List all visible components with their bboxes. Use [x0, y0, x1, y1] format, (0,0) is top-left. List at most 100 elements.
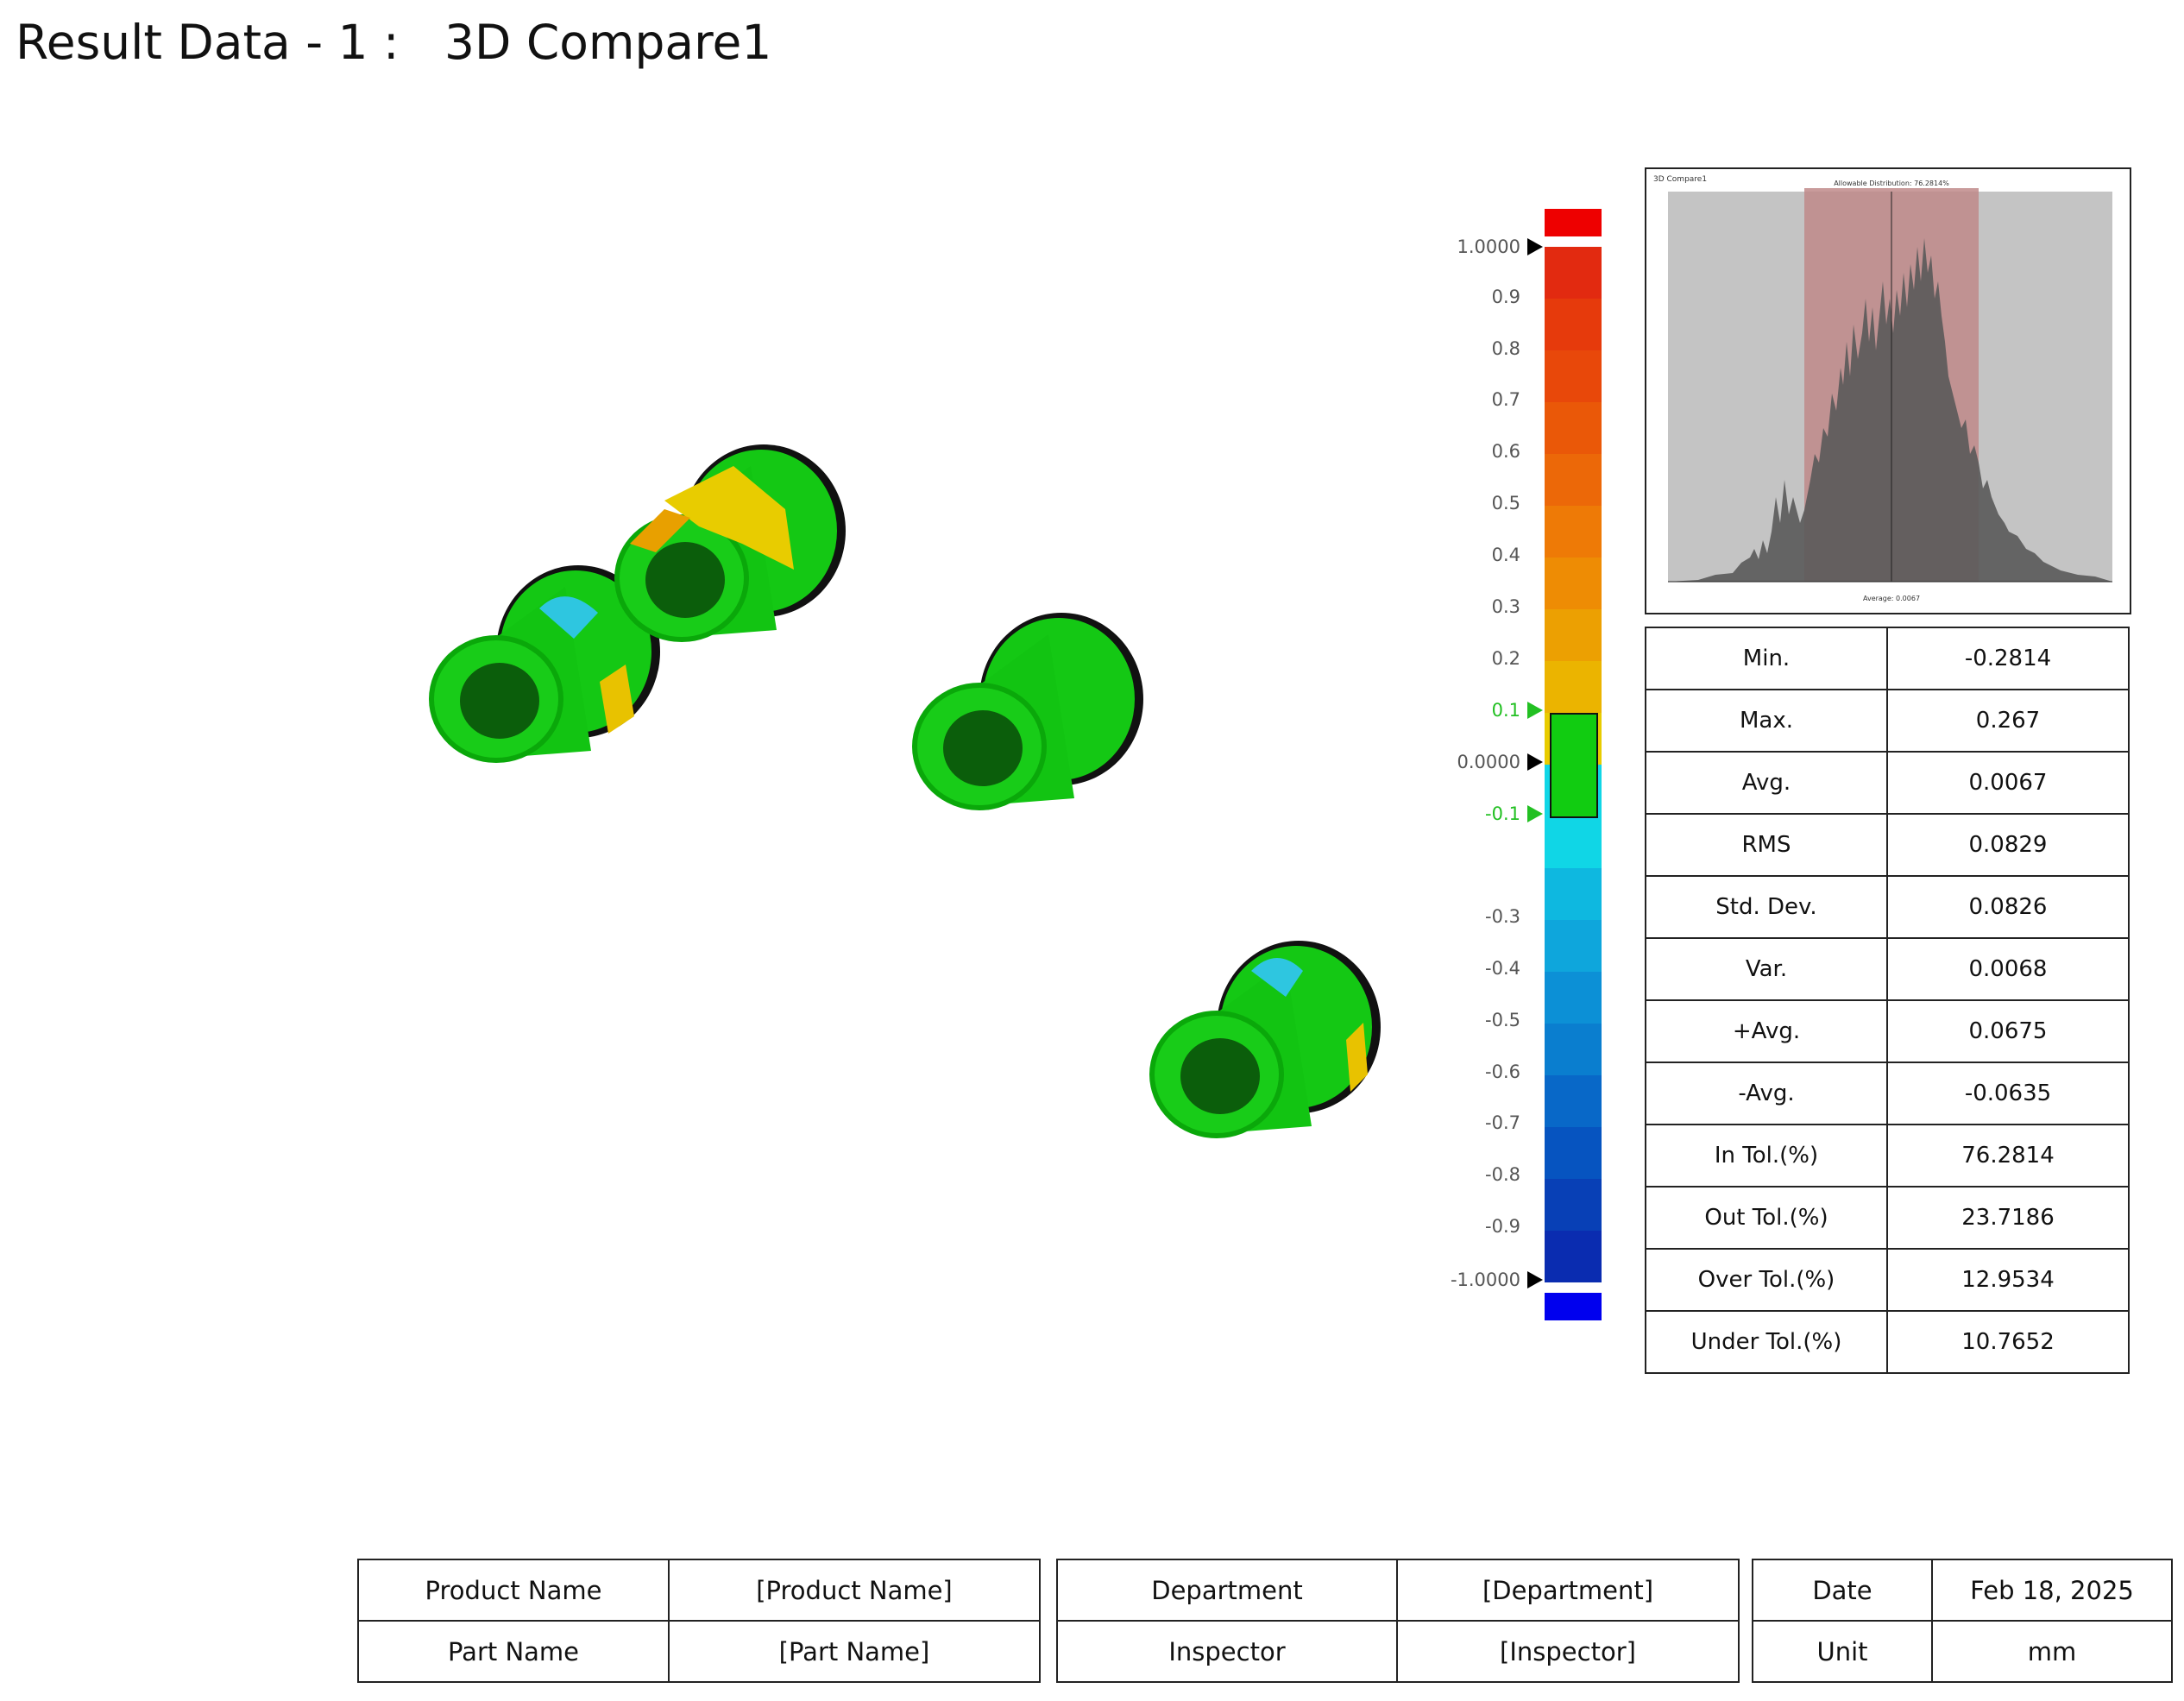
legend-color-segment [1545, 247, 1602, 299]
color-legend-bar [1545, 207, 1602, 1320]
deviation-patch-cyan [539, 596, 598, 639]
stat-label: Max. [1645, 689, 1888, 753]
deviation-patch-yellow [664, 466, 794, 570]
stat-value: 0.0826 [1886, 875, 2130, 939]
stats-row: Max. 0.267 [1645, 689, 2130, 753]
tolerance-marker-arrow[interactable] [1527, 1271, 1543, 1288]
legend-color-segment [1545, 609, 1602, 661]
date-value[interactable]: Feb 18, 2025 [1931, 1559, 2173, 1622]
stat-value: 0.0829 [1886, 813, 2130, 877]
legend-color-segment [1545, 1179, 1602, 1231]
3d-model-viewport[interactable] [328, 414, 1415, 1174]
unit-value[interactable]: mm [1931, 1620, 2173, 1683]
legend-tick-label: 1.0000 [1457, 236, 1520, 257]
stat-label: RMS [1645, 813, 1888, 877]
department-value[interactable]: [Department] [1396, 1559, 1740, 1622]
product-name-value[interactable]: [Product Name] [668, 1559, 1041, 1622]
stats-row: +Avg. 0.0675 [1645, 999, 2130, 1063]
legend-tick-label: 0.0000 [1457, 752, 1520, 772]
stat-value: 76.2814 [1886, 1124, 2130, 1188]
legend-color-segment [1545, 661, 1602, 713]
stat-value: 0.0675 [1886, 999, 2130, 1063]
stat-label: +Avg. [1645, 999, 1888, 1063]
stat-label: Avg. [1645, 751, 1888, 815]
legend-tick-label: 0.9 [1491, 287, 1520, 307]
stats-row: RMS 0.0829 [1645, 813, 2130, 877]
stats-row: Under Tol.(%) 10.7652 [1645, 1310, 2130, 1374]
legend-tick-label: -0.9 [1485, 1216, 1520, 1237]
tolerance-marker-arrow[interactable] [1527, 238, 1543, 255]
bushing-part-2[interactable] [614, 444, 846, 642]
legend-tick-label: 0.5 [1491, 493, 1520, 513]
histogram-footer: Average: 0.0067 [1863, 595, 1920, 602]
product-info-table: Product Name [Product Name] Part Name [P… [357, 1559, 1041, 1683]
stat-label: In Tol.(%) [1645, 1124, 1888, 1188]
deviation-patch-yellow [600, 665, 634, 734]
stats-row: Var. 0.0068 [1645, 937, 2130, 1001]
stat-value: 10.7652 [1886, 1310, 2130, 1374]
bushing-part-3[interactable] [912, 613, 1143, 810]
date-unit-table: Date Feb 18, 2025 Unit mm [1752, 1559, 2173, 1683]
tolerance-marker-arrow[interactable] [1527, 702, 1543, 719]
stats-row: Out Tol.(%) 23.7186 [1645, 1186, 2130, 1250]
legend-tick-label: -0.6 [1485, 1062, 1520, 1082]
bushing-part-4[interactable] [1149, 941, 1381, 1138]
deviation-patch-yellow [1346, 1023, 1368, 1092]
legend-tick-label: -0.1 [1485, 803, 1520, 824]
tolerance-marker-arrow[interactable] [1527, 805, 1543, 822]
legend-tick-label: 0.8 [1491, 338, 1520, 359]
legend-tick-label: -0.5 [1485, 1010, 1520, 1030]
legend-color-segment [1545, 299, 1602, 350]
bushing-part-1[interactable] [429, 565, 660, 763]
legend-tick-label: -0.4 [1485, 958, 1520, 979]
stat-value: 0.267 [1886, 689, 2130, 753]
unit-label: Unit [1752, 1620, 1933, 1683]
stat-value: -0.0635 [1886, 1062, 2130, 1125]
histogram-subtitle: Allowable Distribution: 76.2814% [1834, 180, 1949, 187]
stats-row: Over Tol.(%) 12.9534 [1645, 1248, 2130, 1312]
part-name-value[interactable]: [Part Name] [668, 1620, 1041, 1683]
page-title: Result Data - 1 : 3D Compare1 [16, 15, 772, 70]
legend-color-segment [1545, 506, 1602, 558]
stats-row: Std. Dev. 0.0826 [1645, 875, 2130, 939]
legend-tick-label: 0.2 [1491, 648, 1520, 669]
legend-color-segment [1545, 868, 1602, 920]
histogram-header: 3D Compare1 [1653, 175, 1707, 184]
part-name-label: Part Name [357, 1620, 670, 1683]
stat-label: -Avg. [1645, 1062, 1888, 1125]
legend-color-segment [1545, 1075, 1602, 1127]
stat-label: Under Tol.(%) [1645, 1310, 1888, 1374]
legend-tick-label: 0.3 [1491, 596, 1520, 617]
legend-color-segment [1545, 454, 1602, 506]
legend-color-segment [1545, 920, 1602, 972]
stat-label: Out Tol.(%) [1645, 1186, 1888, 1250]
over-tolerance-cap [1545, 209, 1602, 236]
legend-color-segment [1545, 402, 1602, 454]
legend-color-segment [1545, 816, 1602, 868]
legend-tick-label: -0.3 [1485, 906, 1520, 927]
tolerance-zone [1550, 713, 1598, 818]
statistics-table: Min. -0.2814 Max. 0.267 Avg. 0.0067 RMS 0.0829 S… [1645, 627, 2130, 1374]
date-label: Date [1752, 1559, 1933, 1622]
legend-color-segment [1545, 1024, 1602, 1075]
legend-color-segment [1545, 558, 1602, 609]
deviation-histogram: 3D Compare1 Allowable Distribution: 76.2… [1645, 167, 2131, 614]
deviation-patch-cyan [1251, 958, 1303, 997]
legend-color-segment [1545, 350, 1602, 402]
legend-tick-label: 0.4 [1491, 545, 1520, 565]
legend-color-segment [1545, 1127, 1602, 1179]
legend-tick-label: 0.1 [1491, 700, 1520, 721]
stat-value: -0.2814 [1886, 627, 2130, 690]
legend-tick-label: 0.6 [1491, 441, 1520, 462]
legend-separator [1545, 1286, 1602, 1291]
stat-value: 12.9534 [1886, 1248, 2130, 1312]
inspector-label: Inspector [1056, 1620, 1398, 1683]
tolerance-marker-arrow[interactable] [1527, 753, 1543, 771]
inspector-value[interactable]: [Inspector] [1396, 1620, 1740, 1683]
stat-label: Std. Dev. [1645, 875, 1888, 939]
legend-tick-label: -1.0000 [1450, 1269, 1520, 1290]
stat-label: Min. [1645, 627, 1888, 690]
under-tolerance-cap [1545, 1293, 1602, 1320]
stat-value: 23.7186 [1886, 1186, 2130, 1250]
stats-row: -Avg. -0.0635 [1645, 1062, 2130, 1125]
